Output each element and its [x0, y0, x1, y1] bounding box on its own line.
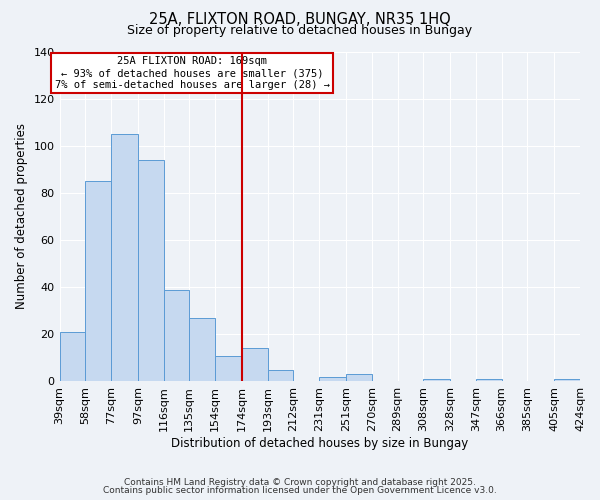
Text: 25A, FLIXTON ROAD, BUNGAY, NR35 1HQ: 25A, FLIXTON ROAD, BUNGAY, NR35 1HQ	[149, 12, 451, 28]
Bar	[190, 318, 215, 382]
Y-axis label: Number of detached properties: Number of detached properties	[15, 124, 28, 310]
Bar	[346, 374, 372, 382]
Bar	[423, 379, 450, 382]
Bar	[319, 376, 346, 382]
Bar	[59, 332, 85, 382]
Bar	[138, 160, 164, 382]
Bar	[554, 379, 580, 382]
Bar	[242, 348, 268, 382]
Text: Contains public sector information licensed under the Open Government Licence v3: Contains public sector information licen…	[103, 486, 497, 495]
Bar	[111, 134, 138, 382]
X-axis label: Distribution of detached houses by size in Bungay: Distribution of detached houses by size …	[171, 437, 469, 450]
Bar	[85, 181, 111, 382]
Text: 25A FLIXTON ROAD: 169sqm
← 93% of detached houses are smaller (375)
7% of semi-d: 25A FLIXTON ROAD: 169sqm ← 93% of detach…	[55, 56, 330, 90]
Text: Contains HM Land Registry data © Crown copyright and database right 2025.: Contains HM Land Registry data © Crown c…	[124, 478, 476, 487]
Text: Size of property relative to detached houses in Bungay: Size of property relative to detached ho…	[127, 24, 473, 37]
Bar	[476, 379, 502, 382]
Bar	[164, 290, 190, 382]
Bar	[268, 370, 293, 382]
Bar	[215, 356, 242, 382]
